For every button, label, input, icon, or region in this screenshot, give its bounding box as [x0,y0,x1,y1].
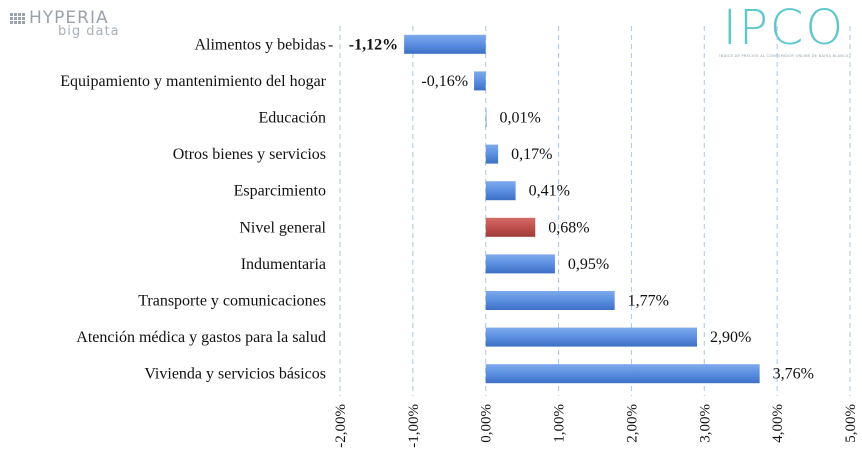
x-tick-label: 3,00% [697,404,713,443]
category-label: Atención médica y gastos para la salud [76,329,326,346]
bars [404,34,760,384]
bar [485,108,487,127]
bar [485,254,555,274]
bar [404,34,486,54]
value-label: 0,95% [568,256,609,273]
x-tick-label: 1,00% [552,404,568,443]
value-label: 1,77% [628,293,669,310]
x-tick-label: 2,00% [624,404,640,443]
x-tick-label: 0,00% [479,404,495,443]
category-label: Otros bienes y servicios [173,146,326,163]
category-label: Vivienda y servicios básicos [144,366,326,383]
category-label: Educación [258,110,326,127]
bar [485,144,499,164]
value-label: 0,01% [499,110,540,127]
labels: -2,00% -1,00% 0,00% 1,00% 2,00% 3,00% 4,00% 5,0… [60,36,859,447]
brand-subtitle: big data [58,24,120,39]
brand-name: HYPERIA [29,8,109,28]
ipco-logo: IPCO ÍNDICE DE PRECIOS AL CONSUMIDOR ONL… [710,2,858,58]
bar [474,71,486,91]
value-label: 3,76% [773,366,814,383]
value-label: -0,16% [421,73,468,90]
ipco-tagline: ÍNDICE DE PRECIOS AL CONSUMIDOR ONLINE D… [719,54,849,58]
value-label: 2,90% [710,329,751,346]
x-tick-label: 4,00% [770,404,786,443]
value-label: -1,12% [349,36,398,53]
category-label-dash: - [328,36,333,53]
bar [485,181,516,201]
value-label: 0,68% [548,219,589,236]
category-label: Indumentaria [241,256,326,273]
x-tick-label: -1,00% [406,404,422,448]
x-tick-label: -2,00% [333,404,349,448]
category-label: Transporte y comunicaciones [138,293,326,310]
bar [485,291,615,310]
value-label: 0,17% [511,146,552,163]
category-label: Equipamiento y mantenimiento del hogar [60,73,326,90]
bar [485,364,760,384]
category-label: Nivel general [239,219,326,236]
category-label: Esparcimiento [234,183,326,200]
category-label: Alimentos y bebidas [194,36,326,53]
bar [485,327,697,347]
ipco-wordmark: IPCO [722,0,846,56]
hyperia-dots-icon [10,12,25,24]
hyperia-logo: HYPERIA big data [10,8,120,39]
value-label: 0,41% [529,183,570,200]
bar [485,217,536,237]
x-tick-label: 5,00% [843,404,859,443]
